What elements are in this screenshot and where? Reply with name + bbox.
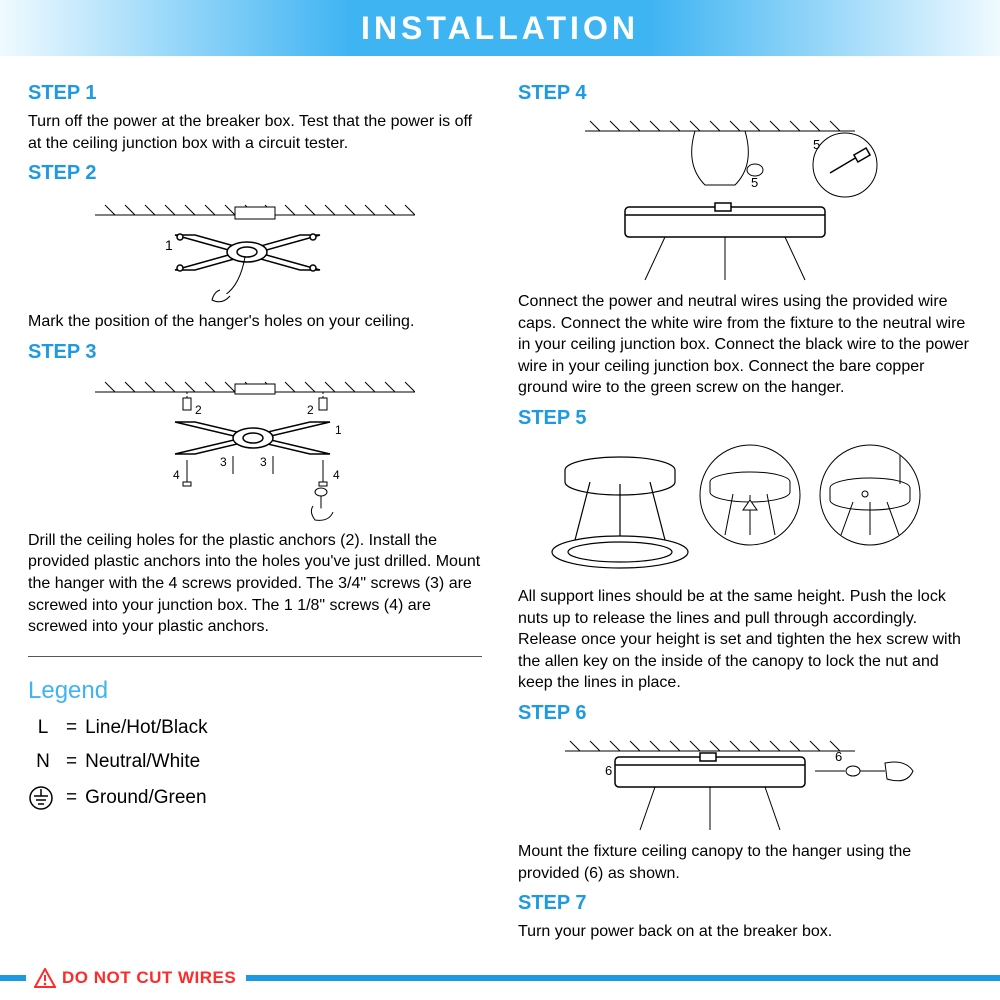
ground-icon — [28, 785, 58, 811]
step2-text: Mark the position of the hanger's holes … — [28, 311, 482, 333]
step7-text: Turn your power back on at the breaker b… — [518, 921, 972, 943]
legend-sym-l: L — [28, 717, 58, 739]
warning-icon — [34, 968, 56, 988]
step2-diagram: 1 — [28, 195, 482, 305]
svg-text:4: 4 — [173, 468, 180, 482]
header-title: INSTALLATION — [361, 10, 639, 47]
step5-diagram — [518, 440, 972, 580]
step4-label: STEP 4 — [518, 82, 972, 105]
legend-eq-n: = — [66, 751, 77, 773]
header-banner: INSTALLATION — [0, 0, 1000, 56]
step1-label: STEP 1 — [28, 82, 482, 105]
step4-diagram: 5 5 — [518, 115, 972, 285]
svg-text:3: 3 — [220, 455, 227, 469]
footer-stripe-right — [246, 975, 1000, 981]
svg-text:3: 3 — [260, 455, 267, 469]
step3-label: STEP 3 — [28, 341, 482, 364]
step7-label: STEP 7 — [518, 892, 972, 915]
svg-text:2: 2 — [195, 403, 202, 417]
footer: DO NOT CUT WIRES — [0, 966, 1000, 990]
svg-text:6: 6 — [835, 749, 842, 764]
step3-diagram: 2 2 1 3 3 4 4 — [28, 374, 482, 524]
step5-text: All support lines should be at the same … — [518, 586, 972, 694]
footer-stripe-left — [0, 975, 26, 981]
step6-text: Mount the fixture ceiling canopy to the … — [518, 841, 972, 884]
step4-text: Connect the power and neutral wires usin… — [518, 291, 972, 399]
step3-text: Drill the ceiling holes for the plastic … — [28, 530, 482, 638]
svg-text:6: 6 — [605, 763, 612, 778]
svg-text:4: 4 — [333, 468, 340, 482]
legend-desc-n: Neutral/White — [85, 751, 200, 773]
content: STEP 1 Turn off the power at the breaker… — [0, 56, 1000, 947]
legend-desc-l: Line/Hot/Black — [85, 717, 208, 739]
legend-row-g: = Ground/Green — [28, 785, 482, 811]
legend-row-n: N = Neutral/White — [28, 751, 482, 773]
svg-text:2: 2 — [307, 403, 314, 417]
legend-sym-n: N — [28, 751, 58, 773]
legend-row-l: L = Line/Hot/Black — [28, 717, 482, 739]
divider — [28, 656, 482, 657]
svg-text:1: 1 — [335, 423, 342, 437]
legend-eq-l: = — [66, 717, 77, 739]
footer-warning-text: DO NOT CUT WIRES — [62, 968, 236, 988]
step6-label: STEP 6 — [518, 702, 972, 725]
svg-text:5: 5 — [751, 175, 758, 190]
step5-label: STEP 5 — [518, 407, 972, 430]
svg-text:5: 5 — [813, 137, 820, 152]
legend-desc-g: Ground/Green — [85, 787, 206, 809]
left-column: STEP 1 Turn off the power at the breaker… — [28, 78, 482, 947]
legend-title: Legend — [28, 677, 482, 705]
step6-diagram: 6 6 — [518, 735, 972, 835]
step2-label: STEP 2 — [28, 162, 482, 185]
step1-text: Turn off the power at the breaker box. T… — [28, 111, 482, 154]
legend-eq-g: = — [66, 787, 77, 809]
d2-label-1: 1 — [165, 237, 173, 253]
right-column: STEP 4 5 — [518, 78, 972, 947]
